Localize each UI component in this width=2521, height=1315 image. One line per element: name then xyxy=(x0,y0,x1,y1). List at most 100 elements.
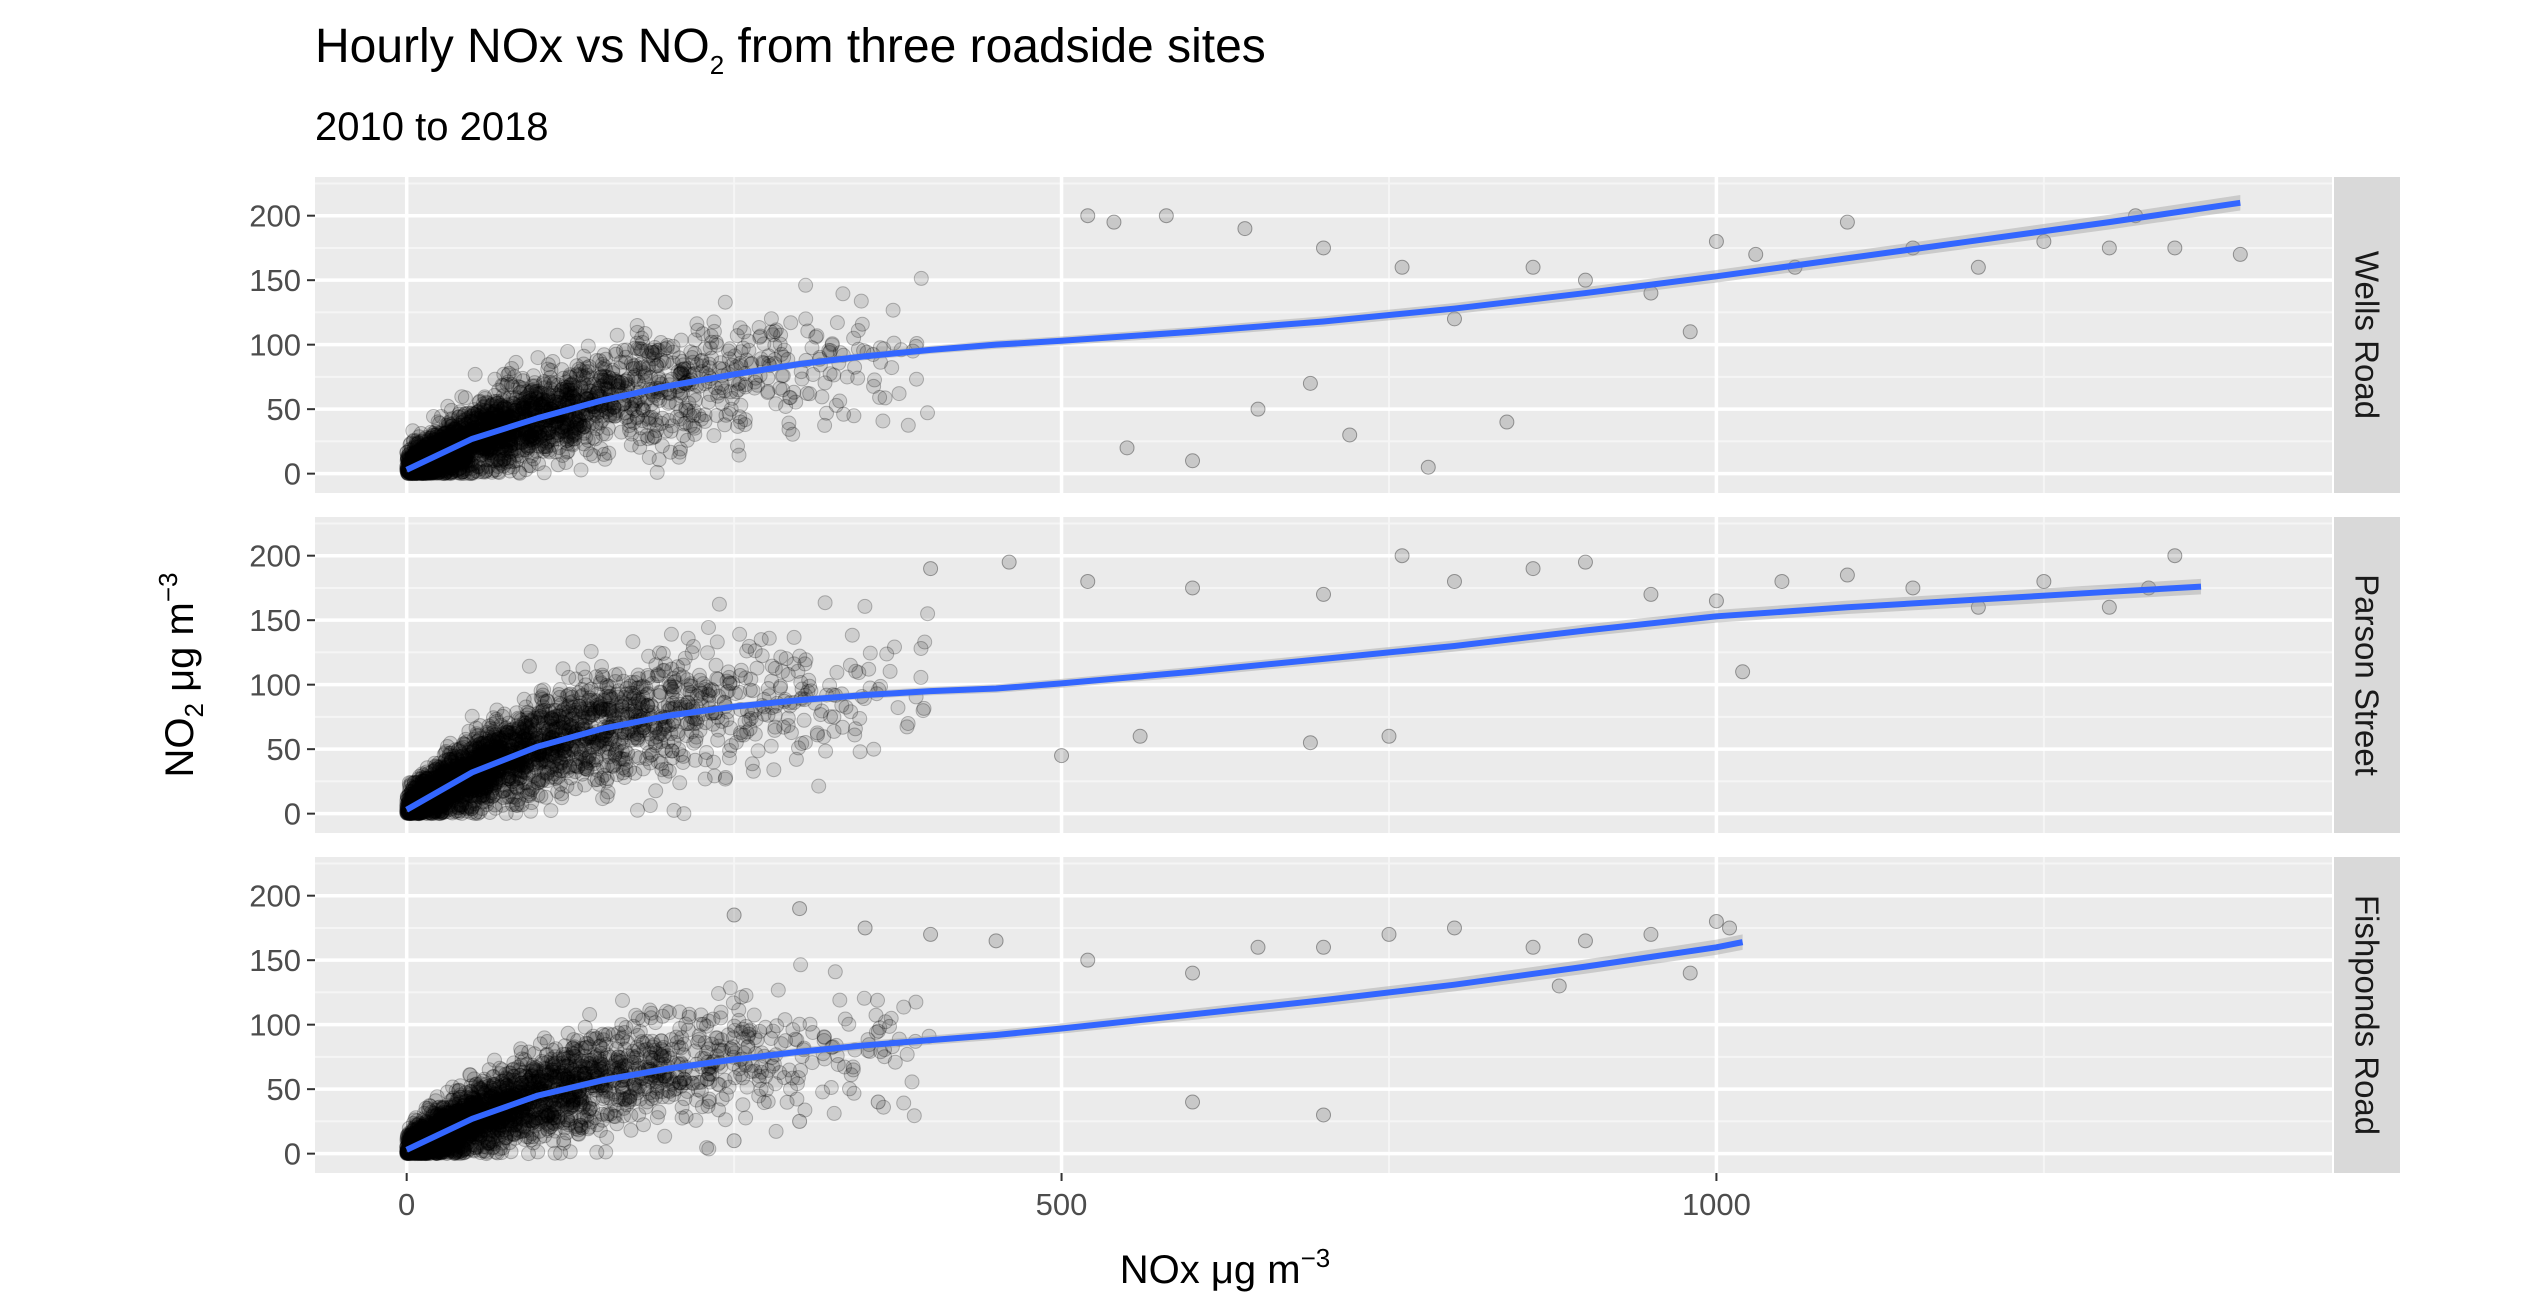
data-point xyxy=(736,324,752,340)
data-point xyxy=(531,438,547,454)
data-point xyxy=(582,383,598,399)
data-point xyxy=(504,407,520,423)
data-point xyxy=(576,356,592,372)
data-point xyxy=(890,700,906,716)
data-point xyxy=(475,396,491,412)
data-point xyxy=(498,406,514,422)
data-point xyxy=(798,311,814,327)
data-point xyxy=(723,738,739,754)
data-point xyxy=(659,353,675,369)
data-point xyxy=(832,393,848,409)
data-point xyxy=(817,375,833,391)
data-point xyxy=(630,802,645,818)
data-point xyxy=(781,415,797,431)
data-point xyxy=(882,663,898,679)
data-point xyxy=(587,772,603,788)
data-point xyxy=(852,744,868,760)
panel-background xyxy=(315,177,2332,493)
data-point xyxy=(796,712,812,728)
data-point xyxy=(730,438,745,454)
y-tick-label: 150 xyxy=(249,603,301,638)
data-point xyxy=(499,431,515,447)
y-tick-label: 100 xyxy=(249,328,301,363)
data-point xyxy=(847,359,863,375)
data-point xyxy=(649,423,665,439)
data-point xyxy=(842,657,858,673)
data-point xyxy=(455,414,471,430)
data-point xyxy=(580,338,596,354)
data-point xyxy=(817,595,833,611)
data-point xyxy=(522,433,538,449)
data-point xyxy=(648,783,664,799)
data-point xyxy=(465,451,481,467)
data-point xyxy=(488,462,504,478)
data-point xyxy=(1302,375,1318,391)
data-point xyxy=(844,627,860,643)
data-point xyxy=(621,418,637,434)
data-point xyxy=(782,390,798,406)
data-point xyxy=(1237,221,1253,237)
data-point xyxy=(835,286,851,302)
data-point xyxy=(596,446,612,462)
data-point xyxy=(524,397,540,413)
data-point xyxy=(419,436,435,452)
data-point xyxy=(649,464,665,480)
data-point xyxy=(522,438,538,454)
data-point xyxy=(636,396,652,411)
data-point xyxy=(655,646,671,661)
data-point xyxy=(559,387,575,403)
data-point xyxy=(474,405,490,421)
data-point xyxy=(423,463,439,479)
data-point xyxy=(663,444,678,460)
data-point xyxy=(598,426,614,442)
data-point xyxy=(704,334,720,350)
y-tick-label: 150 xyxy=(249,263,301,298)
data-point xyxy=(545,377,561,393)
data-point xyxy=(546,432,561,448)
data-point xyxy=(487,371,503,387)
data-point xyxy=(1499,414,1515,430)
data-point xyxy=(672,775,688,791)
data-point xyxy=(600,784,616,800)
data-point xyxy=(884,360,900,376)
data-point xyxy=(413,466,429,481)
data-point xyxy=(487,387,503,403)
data-point xyxy=(717,294,733,310)
data-point xyxy=(635,413,651,429)
data-point xyxy=(464,446,480,461)
data-point xyxy=(593,378,609,394)
data-point xyxy=(448,450,464,466)
data-point xyxy=(915,703,931,719)
data-point xyxy=(524,428,540,444)
data-point xyxy=(536,374,552,389)
data-point xyxy=(824,336,840,352)
data-point xyxy=(545,354,561,369)
y-tick-label: 50 xyxy=(267,392,301,427)
data-point xyxy=(732,626,748,642)
data-point xyxy=(879,646,895,662)
data-point xyxy=(900,716,916,731)
data-point xyxy=(466,420,482,436)
data-point xyxy=(846,408,862,424)
data-point xyxy=(468,720,484,736)
data-point xyxy=(913,270,929,286)
data-point xyxy=(416,464,432,480)
data-point xyxy=(711,596,727,612)
data-point xyxy=(649,417,665,433)
data-point xyxy=(611,378,626,393)
data-point xyxy=(644,342,660,358)
data-point xyxy=(470,459,486,475)
data-point xyxy=(663,626,679,642)
data-point xyxy=(750,743,766,759)
data-point xyxy=(433,464,449,480)
data-point xyxy=(1158,208,1174,224)
data-point xyxy=(576,419,592,434)
data-point xyxy=(410,445,426,461)
data-point xyxy=(444,460,460,476)
data-point xyxy=(526,400,541,415)
data-point xyxy=(508,354,524,370)
data-point xyxy=(540,425,556,441)
data-point xyxy=(671,350,687,366)
data-point xyxy=(708,657,724,673)
